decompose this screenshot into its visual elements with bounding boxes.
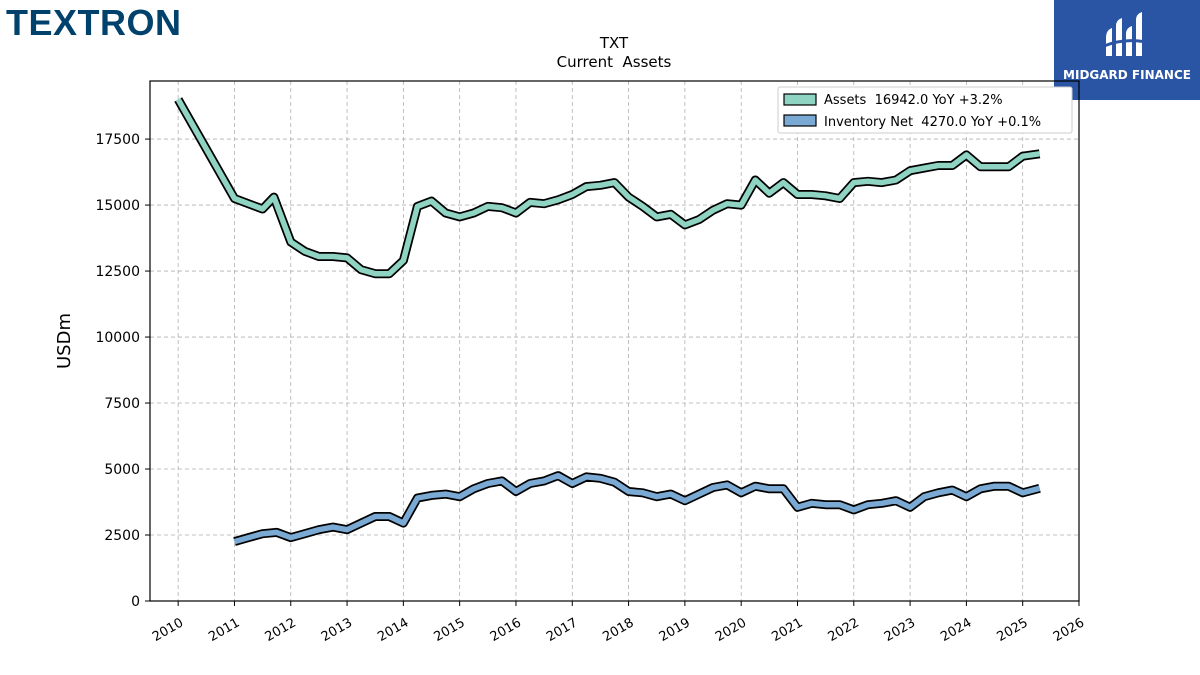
x-tick-label: 2018 <box>600 615 636 645</box>
legend-label-assets: Assets 16942.0 YoY +3.2% <box>824 93 1003 108</box>
x-tick-label: 2014 <box>375 615 411 645</box>
plot-frame <box>149 80 1080 602</box>
y-tick-label: 15000 <box>95 198 140 214</box>
midgard-finance-logo: MIDGARD FINANCE <box>1054 0 1200 100</box>
y-tick-label: 0 <box>131 594 140 610</box>
legend-box <box>777 86 1073 134</box>
tick-layer: 0 2500 5000 7500 10000 12500 15000 17500 2010 201… <box>95 132 1087 645</box>
x-tick-label: 2022 <box>826 615 862 645</box>
x-tick-label: 2017 <box>544 615 580 645</box>
series-line-0 <box>175 98 1040 277</box>
midgard-brand-text: MIDGARD FINANCE <box>1063 68 1191 82</box>
y-axis-label: USDm <box>54 313 75 369</box>
midgard-mark-icon <box>1103 12 1147 56</box>
y-tick-label: 17500 <box>95 132 140 148</box>
y-tick-label: 10000 <box>95 330 140 346</box>
legend-swatch-assets <box>783 93 817 106</box>
x-tick-label: 2023 <box>882 615 918 645</box>
grid-layer <box>150 81 1080 602</box>
textron-logo: TEXTRON <box>6 2 182 43</box>
series-layer <box>174 97 1041 546</box>
y-tick-label: 5000 <box>104 462 140 478</box>
legend-label-inventory: Inventory Net 4270.0 YoY +0.1% <box>824 115 1041 130</box>
x-tick-label: 2025 <box>995 615 1031 645</box>
chart-title: TXT <box>599 34 629 52</box>
x-tick-label: 2019 <box>657 615 693 645</box>
y-tick-label: 2500 <box>104 528 140 544</box>
x-tick-label: 2012 <box>263 615 299 645</box>
x-tick-label: 2024 <box>938 615 974 645</box>
y-tick-label: 7500 <box>104 396 140 412</box>
legend: Assets 16942.0 YoY +3.2% Inventory Net 4… <box>777 86 1073 134</box>
x-tick-label: 2026 <box>1051 615 1087 645</box>
chart-subtitle: Current Assets <box>557 53 672 71</box>
x-tick-label: 2011 <box>206 615 242 645</box>
y-tick-label: 12500 <box>95 264 140 280</box>
series-outline-1 <box>233 471 1041 546</box>
x-tick-label: 2015 <box>432 615 468 645</box>
x-tick-label: 2013 <box>319 615 355 645</box>
legend-swatch-inventory <box>783 114 817 127</box>
x-tick-label: 2021 <box>769 615 805 645</box>
x-tick-label: 2020 <box>713 615 749 645</box>
series-line-1 <box>233 472 1041 545</box>
x-tick-label: 2016 <box>488 615 524 645</box>
x-tick-label: 2010 <box>150 615 186 645</box>
